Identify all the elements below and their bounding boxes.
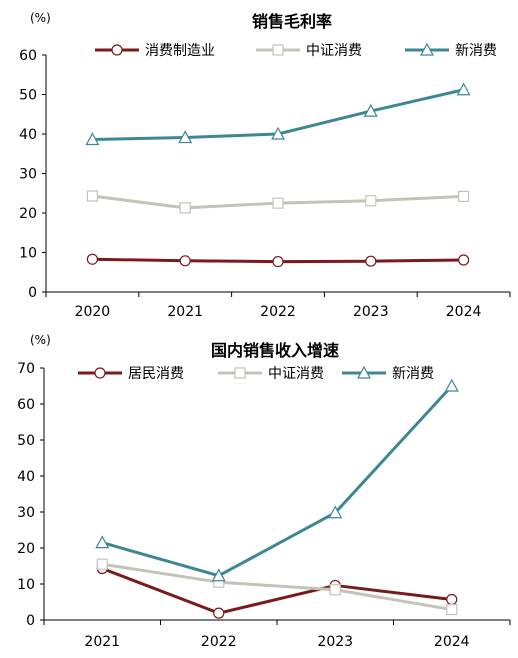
legend-item: 中证消费 <box>218 366 324 382</box>
x-tick-label: 2021 <box>167 304 203 320</box>
legend-marker <box>419 42 435 56</box>
data-point <box>179 202 191 214</box>
chart-title: 销售毛利率 <box>252 12 332 31</box>
data-point <box>329 584 341 596</box>
legend-item: 新消费 <box>405 42 497 59</box>
legend-item: 消费制造业 <box>95 43 215 59</box>
legend-label: 中证消费 <box>268 366 324 382</box>
legend-label: 居民消费 <box>128 366 184 382</box>
series-group <box>85 82 471 146</box>
series-line <box>102 562 453 612</box>
data-point <box>272 255 284 268</box>
data-point <box>86 253 99 265</box>
chart-svg: 国内销售收入增速 (%) 0 10 20 30 40 50 60 70 2021 2022 2023 20… <box>17 333 511 650</box>
y-tick-label: 60 <box>19 48 37 64</box>
legend-marker <box>356 365 372 379</box>
y-tick-label: 20 <box>17 541 35 557</box>
y-tick-label: 0 <box>28 285 37 301</box>
series-group <box>86 253 470 268</box>
legend-marker <box>111 44 123 56</box>
series-group <box>95 378 459 582</box>
data-point <box>272 197 284 209</box>
data-point <box>270 126 286 140</box>
legend-item: 中证消费 <box>256 43 362 59</box>
y-tick-label: 0 <box>26 613 35 629</box>
data-point <box>365 255 377 267</box>
x-tick-label: 2022 <box>201 634 237 650</box>
data-point <box>86 190 99 202</box>
y-axis-unit: (%) <box>30 333 51 347</box>
legend-label: 新消费 <box>392 366 434 382</box>
data-point <box>96 558 108 570</box>
legend-item: 新消费 <box>342 365 434 382</box>
data-point <box>95 535 110 549</box>
x-tick-label: 2023 <box>317 634 353 650</box>
data-point <box>444 378 459 392</box>
y-tick-label: 30 <box>19 167 37 183</box>
legend-marker <box>94 367 106 379</box>
data-point <box>365 195 377 207</box>
series-line <box>101 567 452 615</box>
y-tick-label: 30 <box>17 505 35 521</box>
y-tick-label: 70 <box>17 361 35 377</box>
gross-margin-chart: 销售毛利率 (%) 0 10 20 30 40 50 60 2020 2021 2022 2023 202… <box>19 11 511 320</box>
data-point <box>446 603 458 616</box>
data-point <box>85 132 100 146</box>
x-tick-label: 2021 <box>84 634 120 650</box>
chart-title: 国内销售收入增速 <box>211 341 339 360</box>
legend-item: 居民消费 <box>78 366 184 382</box>
x-tick-label: 2022 <box>260 304 296 320</box>
series-group <box>96 558 458 616</box>
x-tick-label: 2024 <box>446 304 482 320</box>
y-tick-label: 50 <box>19 88 37 104</box>
data-point <box>458 254 470 266</box>
data-point <box>211 568 226 582</box>
legend-marker <box>272 44 284 56</box>
series-group <box>86 190 470 214</box>
data-point <box>363 103 378 117</box>
y-tick-label: 60 <box>17 397 35 413</box>
chart-svg: 销售毛利率 (%) 0 10 20 30 40 50 60 2020 2021 2022 2023 202… <box>19 11 511 320</box>
y-tick-label: 40 <box>19 127 37 143</box>
data-point <box>446 593 458 606</box>
legend-label: 中证消费 <box>306 43 362 59</box>
data-point <box>328 505 343 519</box>
x-tick-label: 2024 <box>434 634 470 650</box>
y-tick-label: 20 <box>19 206 37 222</box>
x-tick-label: 2020 <box>75 304 111 320</box>
x-tick-label: 2023 <box>353 304 389 320</box>
data-point <box>178 130 193 144</box>
y-tick-label: 10 <box>19 246 37 262</box>
domestic-revenue-growth-chart: 国内销售收入增速 (%) 0 10 20 30 40 50 60 70 2021 2022 2023 20… <box>0 329 518 658</box>
data-point <box>179 255 191 267</box>
legend-marker <box>234 367 246 379</box>
y-tick-label: 50 <box>17 433 35 449</box>
y-axis-unit: (%) <box>30 11 51 25</box>
legend-label: 消费制造业 <box>145 43 215 59</box>
data-point <box>456 82 471 96</box>
y-tick-label: 10 <box>17 577 35 593</box>
data-point <box>458 190 470 203</box>
series-line <box>101 384 453 578</box>
y-tick-label: 40 <box>17 469 35 485</box>
legend-label: 新消费 <box>455 43 497 59</box>
data-point <box>213 607 225 619</box>
